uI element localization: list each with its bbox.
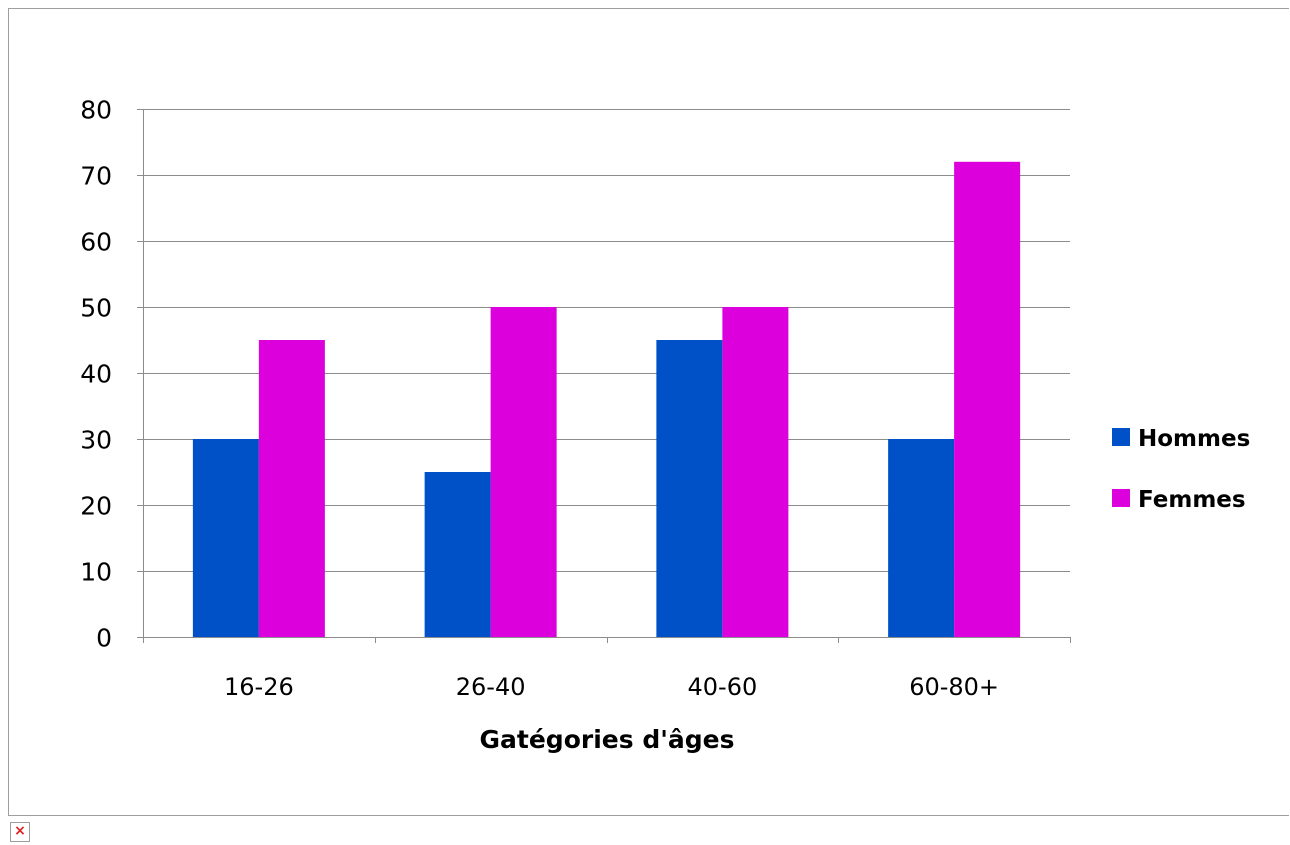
y-tick-label: 50: [80, 294, 112, 323]
broken-image-glyph: ×: [14, 823, 26, 839]
y-axis-ticks: 0 10 20 30 40 50 60 70 80: [80, 96, 112, 653]
bar-femmes-40-60: [722, 307, 789, 637]
bar-femmes-26-40: [490, 307, 557, 637]
x-axis-label: Gatégories d'âges: [480, 725, 735, 754]
y-tick-label: 40: [80, 360, 112, 389]
y-tick-label: 0: [96, 624, 112, 653]
x-tick-label: 40-60: [688, 673, 758, 701]
y-tick-label: 10: [80, 558, 112, 587]
bar-femmes-60-80+: [954, 161, 1021, 638]
legend-label-hommes: Hommes: [1138, 426, 1250, 452]
x-tick-label: 26-40: [456, 673, 526, 701]
x-axis-ticks: 16-26 26-40 40-60 60-80+: [224, 673, 999, 701]
bar-hommes-60-80+: [888, 439, 955, 637]
legend-label-femmes: Femmes: [1138, 487, 1246, 513]
bar-hommes-26-40: [424, 472, 491, 637]
legend-swatch-hommes: [1112, 428, 1130, 446]
legend-swatch-femmes: [1112, 489, 1130, 507]
bar-hommes-16-26: [192, 439, 259, 637]
y-tick-label: 70: [80, 162, 112, 191]
x-tick-label: 16-26: [224, 673, 294, 701]
chart-frame: [8, 8, 1289, 816]
y-tick-label: 30: [80, 426, 112, 455]
x-tick-label: 60-80+: [909, 673, 999, 701]
bar-hommes-40-60: [656, 340, 723, 637]
y-tick-label: 20: [80, 492, 112, 521]
y-tick-label: 80: [80, 96, 112, 125]
bar-femmes-16-26: [258, 340, 325, 637]
broken-image-icon: ×: [10, 822, 30, 842]
y-tick-label: 60: [80, 228, 112, 257]
legend: Hommes Femmes: [1112, 426, 1250, 513]
bars: [137, 161, 1070, 638]
